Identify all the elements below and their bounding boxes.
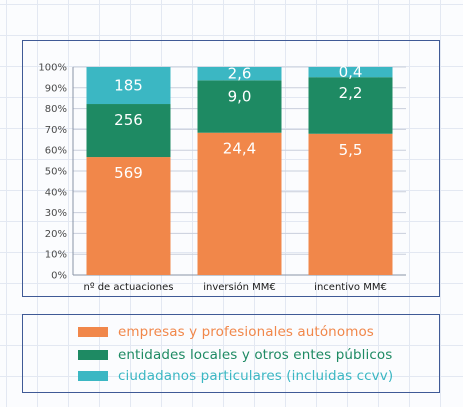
data-label: 256: [114, 111, 143, 129]
legend-item: empresas y profesionales autónomos: [78, 323, 374, 341]
y-tick-label: 50%: [45, 167, 67, 178]
bar-segment: [86, 104, 171, 158]
bar-segment: [308, 77, 393, 134]
legend: empresas y profesionales autónomos entida…: [22, 314, 440, 393]
stacked-bar-chart: 0% 10% 20% 30% 40% 50% 60% 70% 80% 90% 100% 569 256 1…: [38, 63, 406, 293]
y-tick-label: 0%: [51, 271, 67, 282]
category-label: inversión MM€: [203, 281, 276, 293]
data-label: 185: [114, 77, 143, 95]
legend-label: empresas y profesionales autónomos: [118, 324, 374, 340]
bar-segment: [197, 80, 282, 133]
category-label: incentivo MM€: [314, 282, 387, 293]
bar-segment: [308, 133, 393, 275]
legend-item: ciudadanos particulares (incluidas ccvv): [78, 367, 393, 385]
bar-segment: [197, 67, 282, 81]
legend-swatch: [78, 327, 108, 337]
data-label: 24,4: [223, 140, 256, 158]
data-label: 569: [114, 164, 143, 182]
bar-segment: [86, 157, 171, 275]
chart-frame: 0% 10% 20% 30% 40% 50% 60% 70% 80% 90% 100% 569 256 1…: [22, 40, 440, 297]
category-label: nº de actuaciones: [83, 282, 173, 293]
y-tick-label: 70%: [45, 125, 67, 136]
y-tick-label: 80%: [45, 104, 67, 115]
y-tick-label: 20%: [45, 229, 67, 240]
legend-label: ciudadanos particulares (incluidas ccvv): [118, 368, 394, 384]
y-tick-label: 10%: [45, 250, 67, 261]
bar-segment: [197, 132, 282, 275]
bar-segment: [86, 67, 171, 105]
y-tick-label: 30%: [45, 208, 67, 219]
y-tick-label: 60%: [45, 146, 67, 157]
data-label: 2,2: [339, 84, 363, 102]
y-tick-label: 100%: [38, 63, 67, 74]
legend-swatch: [78, 350, 108, 360]
data-label: 9,0: [228, 87, 252, 105]
y-tick-label: 90%: [45, 83, 67, 94]
legend-swatch: [78, 371, 108, 381]
data-label: 0,4: [339, 63, 363, 81]
bar-segment: [308, 67, 393, 78]
legend-item: entidades locales y otros entes públicos: [78, 346, 392, 364]
data-label: 5,5: [339, 141, 363, 159]
data-label: 2,6: [228, 65, 252, 83]
legend-label: entidades locales y otros entes públicos: [118, 347, 393, 363]
y-tick-label: 40%: [45, 187, 67, 198]
